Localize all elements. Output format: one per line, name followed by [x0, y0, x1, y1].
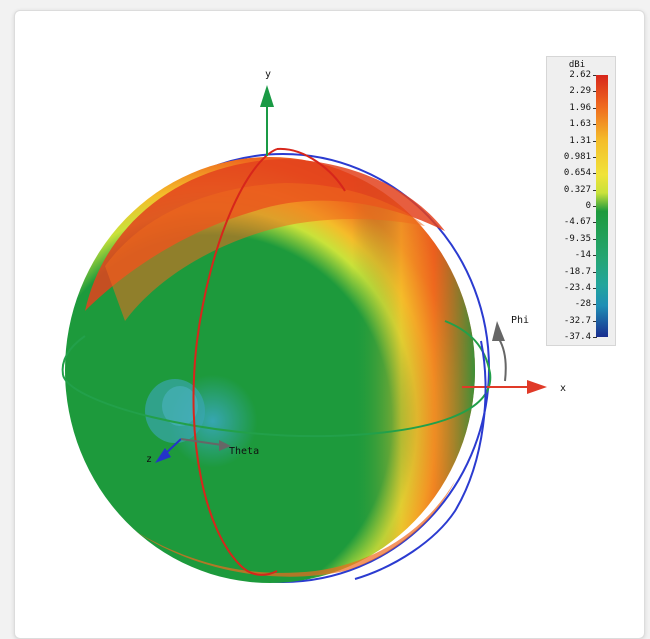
ring-blue-front: [354, 340, 487, 580]
legend-tick-7: 0.654: [545, 168, 597, 178]
ring-green: [62, 320, 492, 438]
legend-tick-6: 0.981: [545, 152, 597, 162]
legend-tick-16: -32.7: [545, 316, 597, 326]
legend-tick-9: 0: [545, 201, 597, 211]
theta-axis: [180, 438, 223, 446]
radiation-pattern-3d: y x Phi z Theta: [61, 69, 566, 583]
legend-tick-3: 1.96: [545, 103, 597, 113]
legend-tick-17: -37.4: [545, 332, 597, 342]
y-axis-arrow: [260, 85, 274, 107]
legend-tick-12: -14: [545, 250, 597, 260]
legend-tick-2: 2.29: [545, 86, 597, 96]
z-axis: [164, 438, 182, 455]
theta-label: Theta: [229, 446, 259, 457]
legend-tick-13: -18.7: [545, 267, 597, 277]
x-axis-label: x: [560, 383, 566, 394]
legend-ticks: 2.62 2.29 1.96 1.63 1.31 0.981 0.654 0.3…: [545, 70, 597, 342]
pattern-sphere: [65, 157, 475, 583]
legend-tick-14: -23.4: [545, 283, 597, 293]
ring-red: [192, 148, 278, 576]
legend-tick-1: 2.62: [545, 70, 597, 80]
legend-tick-10: -4.67: [545, 217, 597, 227]
x-axis-arrow: [527, 380, 547, 394]
phi-arc: [498, 338, 507, 382]
theta-arrow: [219, 440, 231, 451]
z-axis-arrow: [155, 448, 171, 463]
legend-tick-15: -28: [545, 299, 597, 309]
z-axis-label: z: [146, 454, 152, 465]
legend-tick-4: 1.63: [545, 119, 597, 129]
legend-tick-8: 0.327: [545, 185, 597, 195]
phi-label: Phi: [511, 315, 529, 326]
y-axis-label: y: [265, 69, 271, 80]
color-legend: dBi 2.62 2.29 1.96 1.63 1.31 0.981 0.654…: [546, 56, 616, 346]
phi-arrow: [492, 321, 505, 341]
legend-tick-5: 1.31: [545, 136, 597, 146]
antenna-pattern-panel: y x Phi z Theta dBi 2.62 2.29 1.96 1.63 …: [14, 10, 645, 639]
legend-tick-11: -9.35: [545, 234, 597, 244]
legend-color-bar: [596, 75, 608, 337]
legend-unit: dBi: [568, 60, 586, 70]
